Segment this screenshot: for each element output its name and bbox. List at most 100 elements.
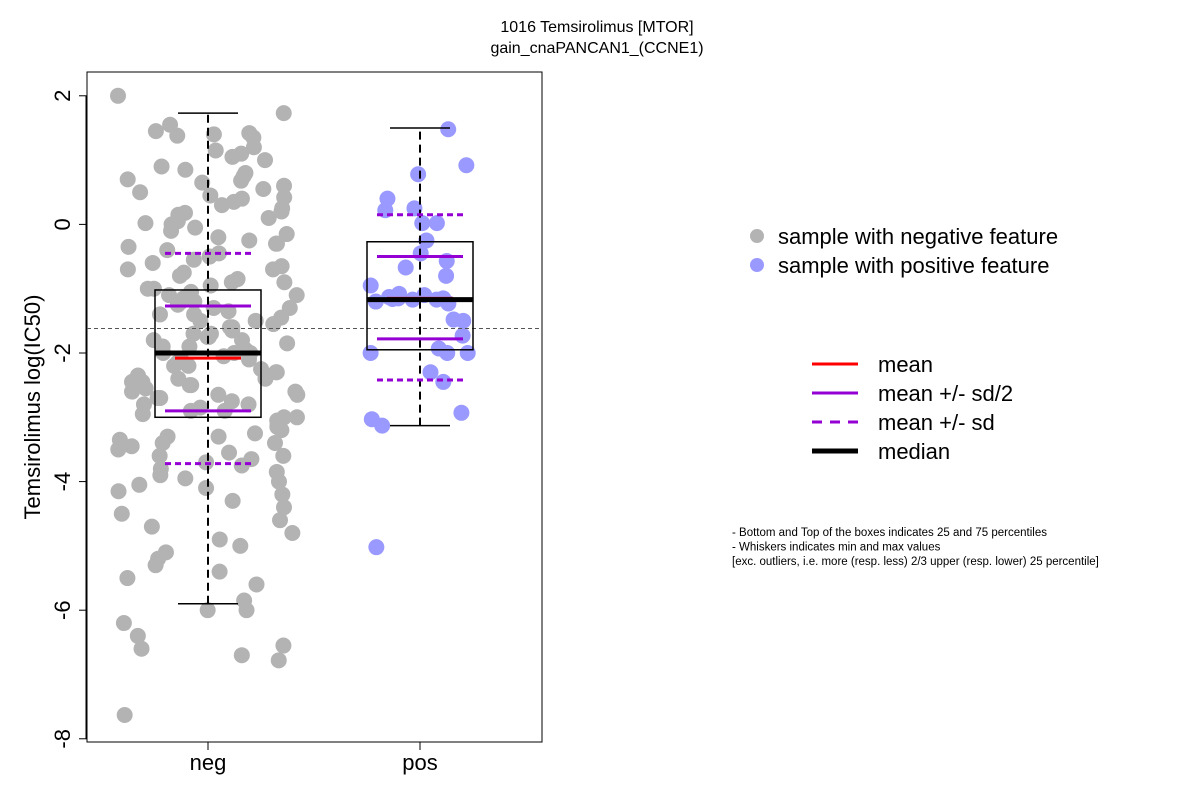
sample-point [144,254,161,271]
sample-point [119,570,136,587]
x-tick-label: pos [402,750,437,775]
sample-point [134,406,151,423]
sample-point [187,219,204,236]
sample-point [233,172,250,189]
sample-point [459,344,476,361]
sample-point [273,203,290,220]
sample-point [455,312,472,329]
box [366,241,474,351]
sample-point [194,174,211,191]
sample-point [275,637,292,654]
sample-point [275,499,292,516]
sample-point [159,242,176,259]
sample-point [232,537,249,554]
y-tick-label: -6 [50,600,75,620]
sample-point [276,274,293,291]
sample-point [177,470,194,487]
sample-point [265,316,282,333]
sample-point [268,364,285,381]
sample-point [288,287,305,304]
sample-point [288,409,305,426]
sample-point [257,152,274,169]
sample-point [439,344,456,361]
sample-point [132,184,149,201]
sample-point [201,248,218,265]
sample-point [170,370,187,387]
sample-point [418,232,435,249]
y-tick-label: -2 [50,343,75,363]
sample-point [260,209,277,226]
y-axis-label: Temsirolimus log(IC50) [20,295,45,520]
legend-label: sample with positive feature [778,253,1049,278]
sample-point [134,373,151,390]
sample-point [207,142,224,159]
sample-point [147,557,164,574]
y-tick-label: -8 [50,729,75,749]
sample-point [221,319,238,336]
sample-point [211,563,228,580]
sample-point [119,261,136,278]
sample-point [454,327,471,344]
sample-point [238,602,255,619]
sample-point [152,389,169,406]
sample-point [272,512,289,529]
sample-point [406,200,423,217]
sample-point [119,171,136,188]
sample-point [453,404,470,421]
sample-point [180,357,197,374]
x-tick-label: neg [190,750,227,775]
sample-point [147,123,164,140]
sample-point [177,161,194,178]
sample-point [213,197,230,214]
sample-point [198,480,215,497]
sample-point [154,435,171,452]
sample-point [145,280,162,297]
sample-point [133,640,150,657]
sample-point [116,706,133,723]
sample-point [422,364,439,381]
sample-point [275,447,292,464]
sample-point [440,121,457,138]
sample-point [202,187,219,204]
sample-point [145,332,162,349]
sample-point [153,158,170,175]
sample-point [166,357,183,374]
chart-title: 1016 Temsirolimus [MTOR] [500,19,693,36]
sample-point [224,148,241,165]
sample-point [255,181,272,198]
sample-point [266,435,283,452]
sample-point [205,126,222,143]
sample-point [362,344,379,361]
sample-point [287,383,304,400]
sample-point [233,647,250,664]
sample-point [221,444,238,461]
sample-point [120,238,137,255]
sample-point [269,415,286,432]
sample-point [152,467,169,484]
sample-point [131,476,148,493]
sample-point [210,428,227,445]
sample-point [151,447,168,464]
note: [exc. outliers, i.e. more (resp. less) 2… [732,556,1099,568]
sample-point [205,299,222,316]
legend-label: mean +/- sd/2 [878,381,1013,406]
sample-point [265,261,282,278]
sample-point [268,235,285,252]
sample-point [281,299,298,316]
sample-point [248,576,265,593]
sample-point [241,232,258,249]
sample-point [163,222,180,239]
sample-point [113,505,130,522]
legend-label: sample with negative feature [778,224,1058,249]
sample-point [115,615,132,632]
sample-point [143,518,160,535]
sample-point [284,525,301,542]
note: - Bottom and Top of the boxes indicates … [732,527,1047,539]
sample-point [362,277,379,294]
sample-point [414,215,431,232]
sample-point [110,441,127,458]
sample-point [124,383,141,400]
chart-subtitle: gain_cnaPANCAN1_(CCNE1) [490,40,703,57]
sample-point [438,267,455,284]
sample-point [110,87,127,104]
